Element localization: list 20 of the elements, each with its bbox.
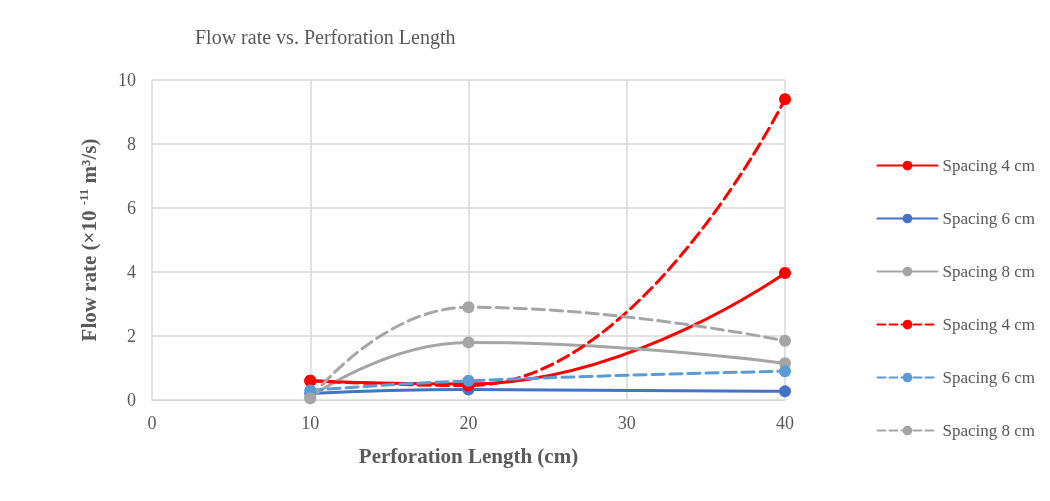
- legend-label: Spacing 4 cm: [942, 156, 1036, 175]
- legend-label: Spacing 6 cm: [942, 368, 1036, 387]
- legend-label: Spacing 4 cm: [942, 315, 1036, 334]
- x-axis-title: Perforation Length (cm): [358, 443, 579, 468]
- x-tick-label: 30: [617, 413, 636, 433]
- y-tick-label: 4: [127, 262, 136, 282]
- y-tick-label: 6: [127, 198, 136, 218]
- x-tick-label: 10: [301, 413, 320, 433]
- x-tick-label: 40: [776, 413, 794, 433]
- y-tick-label: 8: [127, 134, 136, 154]
- y-tick-label: 2: [127, 326, 136, 346]
- x-tick-label: 0: [147, 413, 157, 433]
- y-tick-label: 0: [127, 390, 136, 410]
- legend-label: Spacing 8 cm: [942, 421, 1036, 440]
- y-tick-label: 10: [118, 70, 136, 90]
- x-tick-label: 20: [459, 413, 478, 433]
- chart-title: Flow rate vs. Perforation Length: [195, 26, 456, 49]
- y-axis-title: Flow rate (×10 -11 m³/s): [76, 138, 101, 342]
- legend-label: Spacing 6 cm: [942, 209, 1036, 228]
- legend-label: Spacing 8 cm: [942, 262, 1036, 281]
